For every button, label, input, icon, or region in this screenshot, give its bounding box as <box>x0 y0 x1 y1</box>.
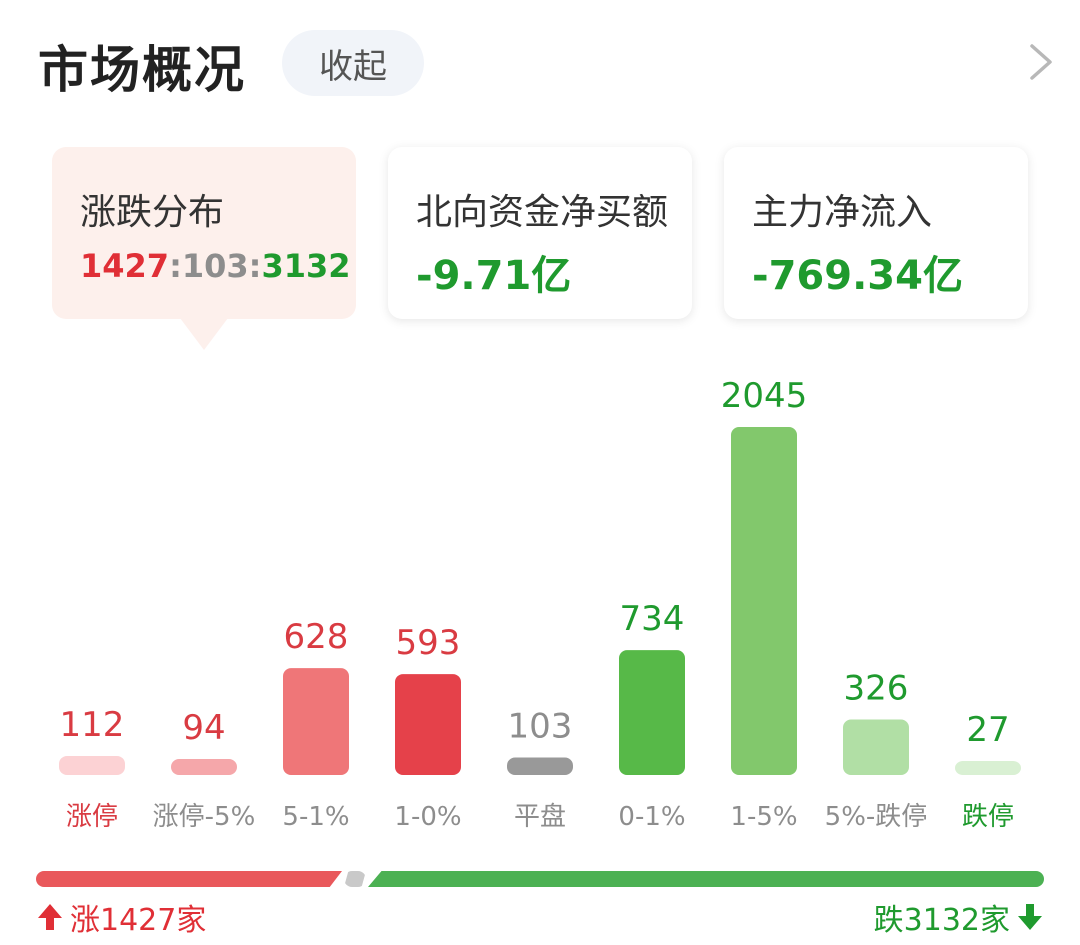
decline-summary-label: 跌3132家 <box>873 903 1010 938</box>
arrow-down-icon <box>1018 904 1042 930</box>
bar-0[interactable] <box>59 755 125 775</box>
northbound-flow-value: -9.71亿 <box>416 253 572 299</box>
main-inflow-value: -769.34亿 <box>752 253 963 299</box>
bar-value-label: 27 <box>966 710 1009 750</box>
bar-7[interactable] <box>843 719 909 775</box>
down-count-value: 3132 <box>261 247 351 285</box>
decline-summary: 跌3132家 <box>874 895 1044 939</box>
flat-bar <box>344 871 366 887</box>
bar-value-label: 103 <box>508 706 573 746</box>
card-label: 北向资金净买额 <box>416 192 669 233</box>
flat-count-value: 103 <box>181 247 249 285</box>
bar-5[interactable] <box>619 650 685 775</box>
collapse-button[interactable]: 收起 <box>282 30 424 96</box>
bar-value-label: 628 <box>284 617 349 657</box>
category-label: 涨停 <box>66 802 118 832</box>
bar-value-label: 112 <box>60 705 125 745</box>
up-count-value: 1427 <box>80 247 170 285</box>
page-title: 市场概况 <box>38 41 246 99</box>
decline-bar <box>368 871 1044 887</box>
bar-8[interactable] <box>955 761 1021 775</box>
active-card-pointer <box>180 318 228 350</box>
ratio-separator: : <box>169 247 182 285</box>
bar-1[interactable] <box>171 759 237 775</box>
bar-6[interactable] <box>731 427 797 775</box>
advance-decline-chart: 112 涨停 94 涨停-5% 628 5-1% 593 1-0% 103 平盘 734 0-1% 20… <box>59 376 1021 832</box>
card-label: 主力净流入 <box>752 192 933 233</box>
arrow-up-icon <box>38 904 62 930</box>
bar-4[interactable] <box>507 757 573 775</box>
card-northbound-flow[interactable]: 北向资金净买额 -9.71亿 <box>388 147 692 319</box>
card-main-inflow[interactable]: 主力净流入 -769.34亿 <box>724 147 1028 319</box>
bar-value-label: 94 <box>182 708 225 748</box>
category-label: 平盘 <box>514 802 566 832</box>
category-label: 跌停 <box>962 802 1014 832</box>
advance-bar <box>36 871 342 887</box>
chevron-right-icon[interactable] <box>1022 42 1058 82</box>
bar-3[interactable] <box>395 674 461 775</box>
bar-value-label: 326 <box>844 669 909 709</box>
bar-value-label: 2045 <box>721 376 808 416</box>
card-label: 涨跌分布 <box>80 192 225 233</box>
category-label: 5%-跌停 <box>825 802 928 832</box>
advance-summary-label: 涨1427家 <box>70 903 207 938</box>
category-label: 5-1% <box>282 802 349 832</box>
category-label: 1-5% <box>730 802 797 832</box>
card-advance-decline[interactable]: 涨跌分布 1427:103:3132 <box>52 147 356 319</box>
category-label: 0-1% <box>618 802 685 832</box>
advance-decline-ratio: 1427:103:3132 <box>80 247 351 285</box>
bar-2[interactable] <box>283 668 349 775</box>
category-label: 涨停-5% <box>153 802 256 832</box>
advance-summary: 涨1427家 <box>36 895 206 939</box>
bar-value-label: 593 <box>396 623 461 663</box>
category-label: 1-0% <box>394 802 461 832</box>
ratio-separator: : <box>248 247 262 285</box>
bar-value-label: 734 <box>620 599 685 639</box>
